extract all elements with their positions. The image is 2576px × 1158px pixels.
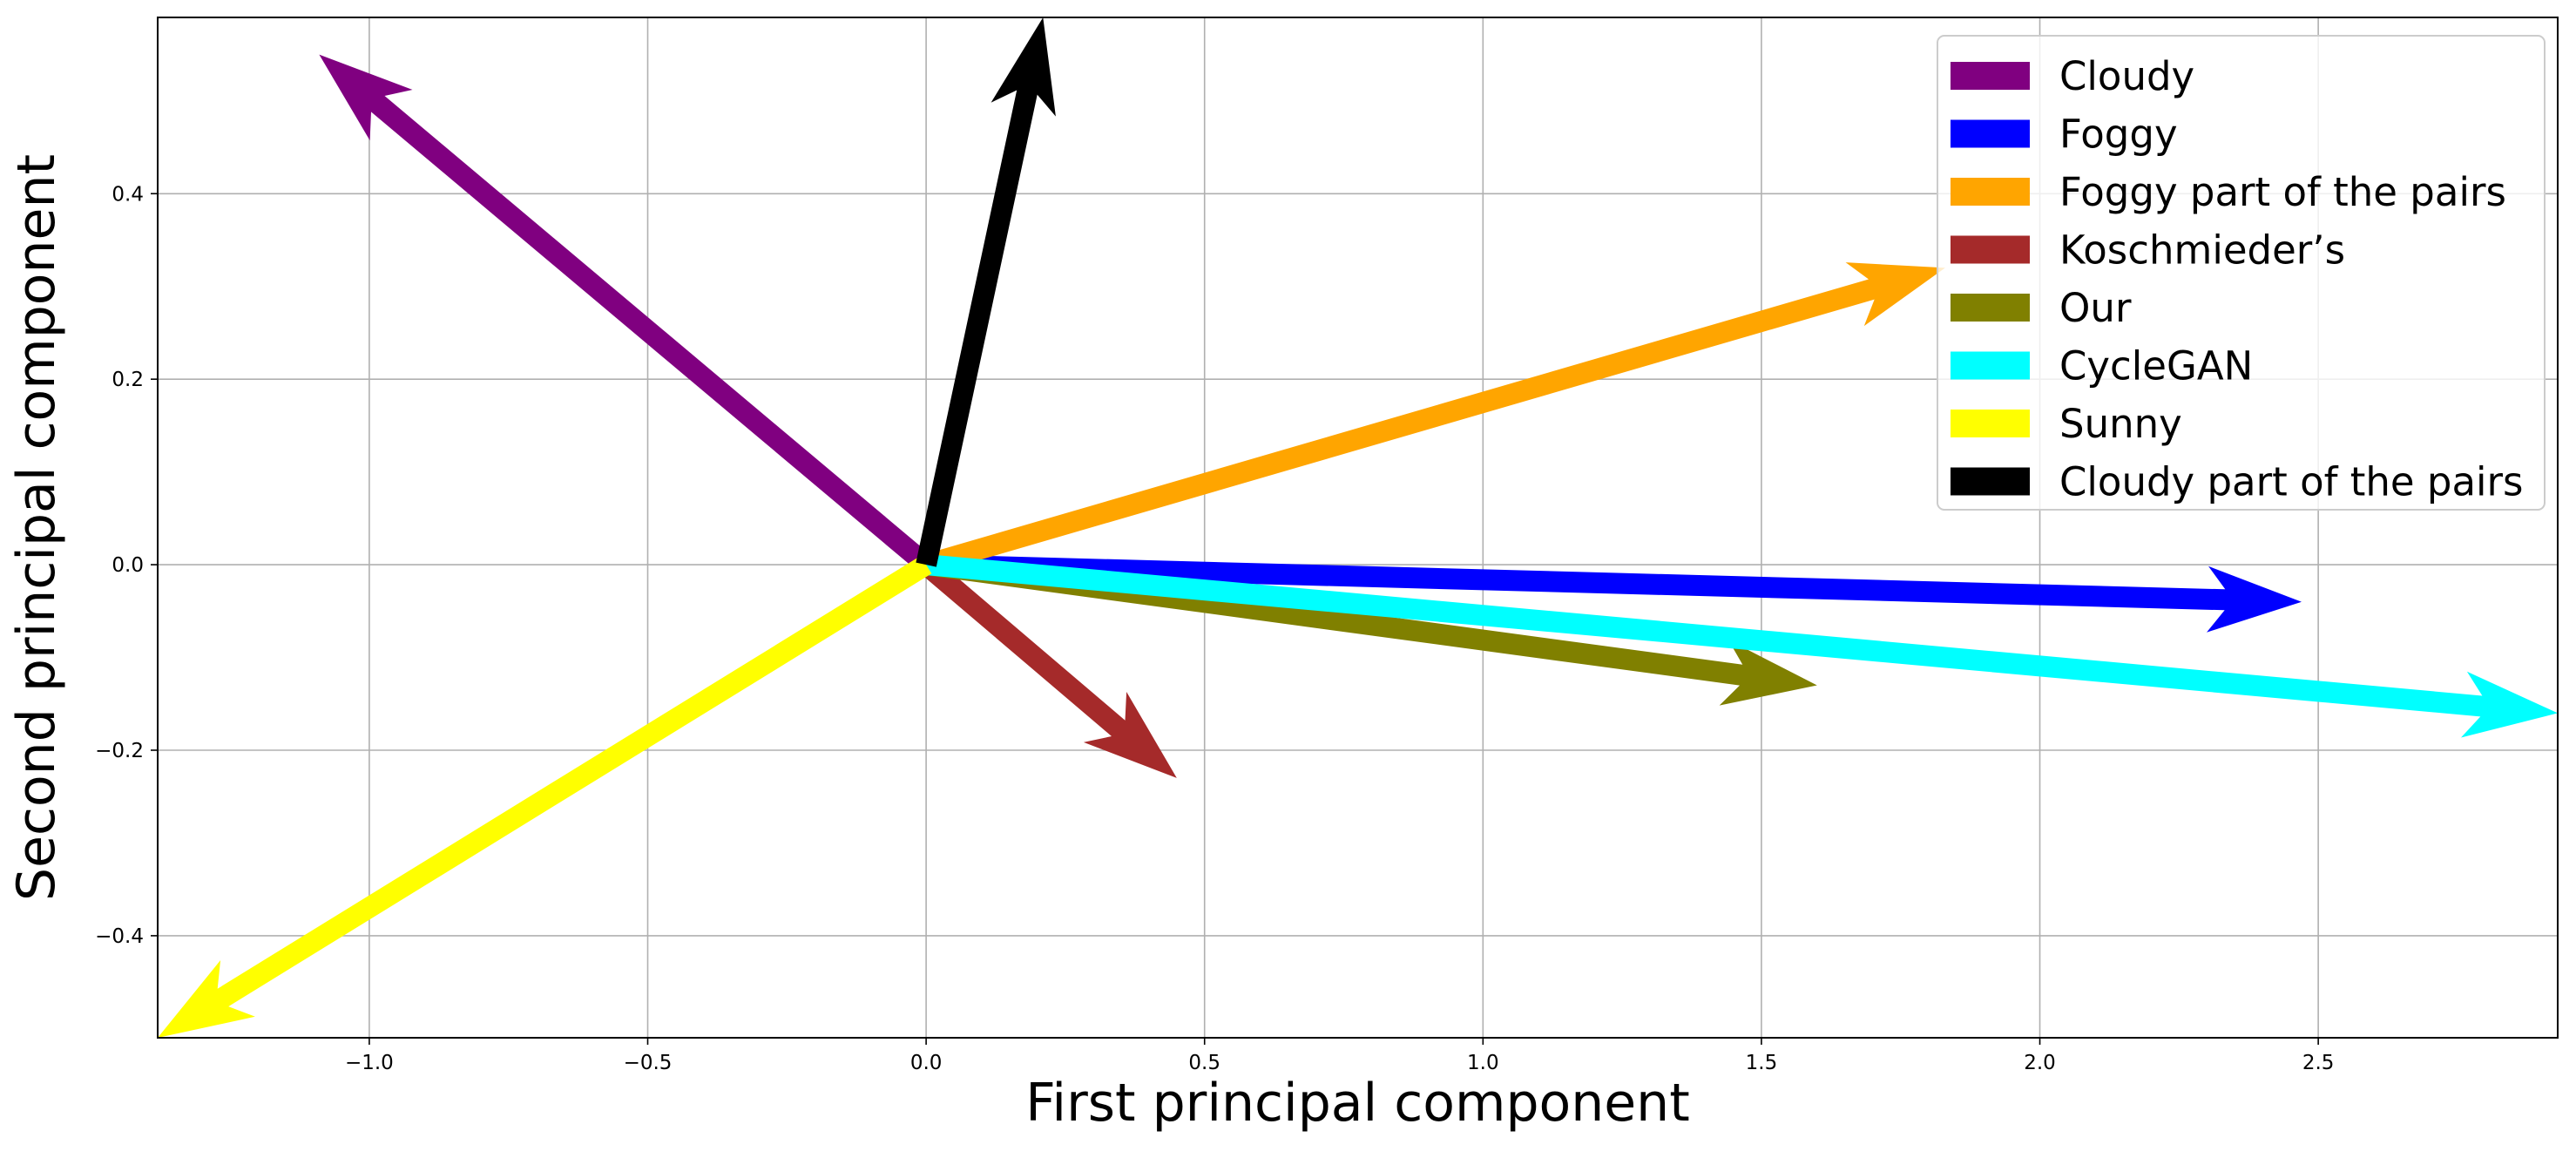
legend-swatch	[1951, 62, 2030, 90]
legend-swatch	[1951, 178, 2030, 206]
legend-label: Cloudy	[2059, 53, 2194, 99]
legend-label: Koschmieder’s	[2059, 227, 2345, 274]
x-tick-label: 0.5	[1188, 1052, 1220, 1074]
legend-label: Foggy part of the pairs	[2059, 169, 2506, 215]
arrow-sunny	[158, 555, 932, 1038]
x-tick-label: 2.0	[2024, 1052, 2056, 1074]
legend-swatch	[1951, 410, 2030, 437]
arrow-cyclegan	[925, 554, 2558, 738]
arrow-cloudy	[319, 54, 933, 573]
arrow-cloudy-part-of-the-pairs	[916, 17, 1056, 567]
x-tick-label: −1.0	[345, 1052, 394, 1074]
legend-label: Foggy	[2059, 112, 2178, 158]
legend-label: Cloudy part of the pairs	[2059, 459, 2524, 505]
y-tick-label: 0.2	[112, 369, 144, 391]
y-tick-label: 0.4	[112, 183, 144, 206]
y-tick-label: 0.0	[112, 554, 144, 577]
x-tick-label: 2.5	[2302, 1052, 2335, 1074]
y-axis-label: Second principal component	[6, 154, 67, 901]
axis-ticks: −1.0 −0.5 0.0 0.5 1.0 1.5 2.0 2.5 −0.4 −0.2 0.0 0.2…	[95, 183, 2334, 1074]
x-tick-label: 1.0	[1467, 1052, 1499, 1074]
legend-swatch	[1951, 351, 2030, 380]
arrow-koschmieder-s	[919, 556, 1177, 778]
y-tick-label: −0.2	[95, 740, 144, 762]
y-tick-label: −0.4	[95, 925, 144, 948]
legend-label: Our	[2059, 285, 2132, 331]
legend-swatch	[1951, 235, 2030, 264]
arrows	[158, 17, 2558, 1038]
arrow-foggy	[925, 554, 2302, 633]
legend-label: CycleGAN	[2059, 343, 2253, 389]
legend-swatch	[1951, 467, 2030, 496]
legend: Cloudy Foggy Foggy part of the pairs Koschm…	[1937, 35, 2546, 511]
arrow-foggy-part-of-the-pairs	[923, 262, 1945, 575]
legend-box	[1937, 35, 2546, 511]
legend-swatch	[1951, 119, 2030, 148]
x-tick-label: 1.5	[1746, 1052, 1778, 1074]
x-tick-label: 0.0	[910, 1052, 943, 1074]
legend-label: Sunny	[2059, 401, 2182, 447]
x-axis-label: First principal component	[1025, 1073, 1689, 1134]
x-tick-label: −0.5	[624, 1052, 673, 1074]
legend-swatch	[1951, 294, 2030, 322]
plot-frame	[157, 17, 2559, 1039]
